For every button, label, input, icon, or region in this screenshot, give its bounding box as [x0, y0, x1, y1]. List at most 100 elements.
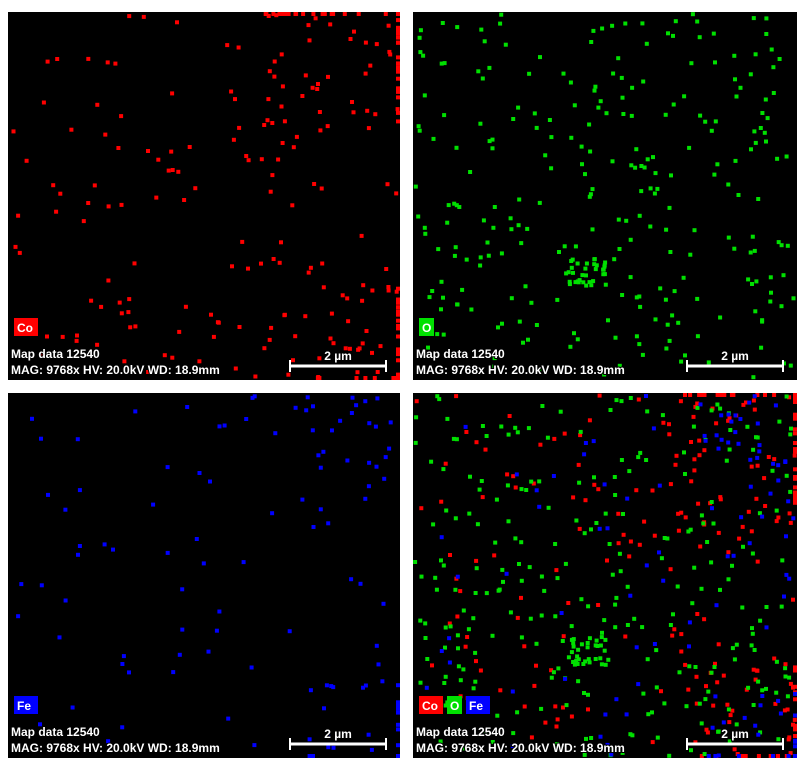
- dot: [717, 730, 721, 734]
- dot: [600, 27, 604, 31]
- dot: [666, 323, 670, 327]
- dot: [523, 705, 527, 709]
- dot: [620, 293, 624, 297]
- dot: [688, 620, 692, 624]
- dot: [359, 582, 363, 586]
- dot: [448, 553, 452, 557]
- dot: [360, 299, 364, 303]
- map-label: Map data 12540: [11, 725, 100, 739]
- dot: [585, 262, 589, 266]
- dot: [727, 720, 731, 724]
- dot: [396, 32, 400, 36]
- dot: [793, 754, 797, 758]
- dot: [500, 251, 504, 255]
- dot: [554, 568, 558, 572]
- dot: [481, 77, 485, 81]
- dot: [386, 285, 390, 289]
- dot: [793, 727, 797, 731]
- dot: [517, 223, 521, 227]
- dot: [596, 603, 600, 607]
- dot: [769, 492, 773, 496]
- dot: [524, 284, 528, 288]
- dot: [516, 430, 520, 434]
- dot: [522, 644, 526, 648]
- dot: [695, 20, 699, 24]
- dot: [453, 588, 457, 592]
- dot: [674, 19, 678, 23]
- dot: [290, 203, 294, 207]
- dot: [751, 448, 755, 452]
- dot: [549, 135, 553, 139]
- dot: [253, 375, 257, 379]
- dot: [511, 117, 515, 121]
- dot: [664, 347, 668, 351]
- dot: [777, 420, 781, 424]
- dot: [370, 351, 374, 355]
- dot: [230, 264, 234, 268]
- dot: [360, 234, 364, 238]
- dot: [653, 534, 657, 538]
- dot: [671, 34, 675, 38]
- dot: [294, 406, 298, 410]
- dot: [754, 497, 758, 501]
- dot: [474, 659, 478, 663]
- dot: [375, 42, 379, 46]
- dot: [363, 399, 367, 403]
- dot: [630, 86, 634, 90]
- dot: [396, 95, 400, 99]
- dot: [331, 685, 335, 689]
- dot: [706, 690, 710, 694]
- dot: [679, 399, 683, 403]
- dot: [120, 662, 124, 666]
- dot: [616, 512, 620, 516]
- dot: [753, 408, 757, 412]
- dot: [776, 516, 780, 520]
- dot: [510, 296, 514, 300]
- dot: [580, 162, 584, 166]
- dot: [669, 567, 673, 571]
- dot: [764, 140, 768, 144]
- dot: [560, 611, 564, 615]
- dot: [396, 287, 400, 291]
- dot: [82, 219, 86, 223]
- dot: [487, 254, 491, 258]
- dot: [507, 519, 511, 523]
- dot: [208, 480, 212, 484]
- dot: [577, 481, 581, 485]
- dot: [504, 43, 508, 47]
- dot: [540, 575, 544, 579]
- dot: [743, 716, 747, 720]
- dot: [244, 417, 248, 421]
- dot: [516, 616, 520, 620]
- dot: [668, 250, 672, 254]
- dot: [788, 511, 792, 515]
- dot: [767, 455, 771, 459]
- element-map: CoMap data 12540MAG: 9768x HV: 20.0kV WD…: [8, 12, 400, 380]
- dot: [58, 192, 62, 196]
- dot: [588, 150, 592, 154]
- dot: [370, 748, 374, 752]
- dot: [485, 434, 489, 438]
- dot: [734, 413, 738, 417]
- dot: [396, 61, 400, 65]
- dot: [641, 353, 645, 357]
- dot: [748, 541, 752, 545]
- dot: [756, 560, 760, 564]
- dot: [588, 195, 592, 199]
- dot: [78, 544, 82, 548]
- dot: [710, 408, 714, 412]
- dot: [309, 266, 313, 270]
- dot: [396, 55, 400, 59]
- dot: [787, 676, 791, 680]
- dot: [440, 280, 444, 284]
- dot: [349, 37, 353, 41]
- dot: [268, 69, 272, 73]
- dot: [354, 403, 358, 407]
- dot: [703, 434, 707, 438]
- dot: [570, 650, 574, 654]
- dot: [264, 12, 268, 16]
- dot: [775, 509, 779, 513]
- dot: [529, 480, 533, 484]
- dot: [475, 566, 479, 570]
- dot: [64, 599, 68, 603]
